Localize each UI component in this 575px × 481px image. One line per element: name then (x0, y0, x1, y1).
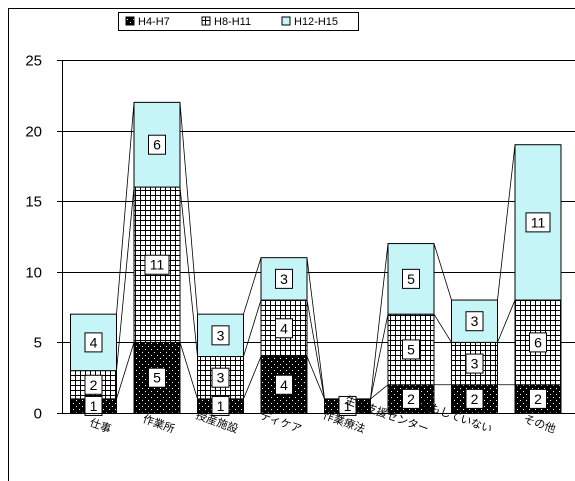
series-connector-line (116, 102, 135, 315)
value-label-box (84, 332, 103, 353)
series-connector-line (179, 187, 198, 357)
value-label: 4 (280, 377, 288, 393)
value-label-box (211, 395, 230, 416)
legend-label: H12-H15 (294, 16, 338, 28)
y-tick-label: 5 (34, 335, 42, 352)
value-label-box (529, 388, 547, 409)
series-connector-line (370, 384, 389, 400)
value-label-box (402, 339, 420, 360)
series-connector-line (306, 356, 325, 400)
value-label-box (144, 254, 170, 275)
chart-border (8, 8, 575, 481)
value-label: 6 (153, 137, 161, 153)
value-label-box (402, 268, 420, 289)
series-connector-line (370, 243, 389, 399)
value-label: 6 (534, 334, 542, 350)
legend: H4-H7 H8-H11 H12-H15 (118, 12, 359, 31)
value-label-box (148, 367, 166, 388)
value-label: 2 (534, 391, 542, 407)
value-label-box (275, 374, 293, 395)
legend-label: H4-H7 (138, 16, 170, 28)
value-label: 2 (407, 391, 415, 407)
value-label-box (529, 332, 547, 353)
series-connector-line (433, 243, 452, 301)
value-label: 4 (90, 334, 98, 350)
value-label: 3 (471, 313, 479, 329)
value-label: 2 (471, 391, 479, 407)
value-label: 2 (90, 377, 98, 393)
series-connector-line (179, 342, 198, 399)
y-tick-label: 10 (25, 265, 42, 282)
series-connector-line (243, 356, 262, 400)
x-category-label: 仕事 (88, 416, 113, 436)
value-label: 11 (531, 214, 546, 230)
series-connector-line (497, 299, 516, 343)
value-label-box (84, 374, 103, 395)
value-label-box (525, 212, 551, 233)
series-connector-line (370, 314, 389, 399)
value-label: 5 (407, 271, 415, 287)
bars (70, 101, 562, 414)
value-label-box (465, 353, 484, 374)
value-label: 5 (153, 370, 161, 386)
y-tick-label: 0 (34, 406, 42, 423)
value-label-box (402, 388, 420, 409)
series-connector-line (243, 299, 262, 357)
legend-swatch (125, 16, 135, 26)
series-connector-line (433, 313, 452, 343)
series-connector-line (116, 187, 135, 371)
value-label-box (338, 395, 357, 416)
value-label: 4 (280, 320, 288, 336)
value-label-box (84, 395, 103, 416)
value-label: 3 (471, 356, 479, 372)
value-label: 3 (217, 370, 225, 386)
bar-segment-h8-h11 (133, 186, 181, 343)
y-tick-label: 25 (25, 53, 42, 70)
value-label-box (275, 268, 293, 289)
series-connector-line (116, 342, 135, 399)
legend-label: H8-H11 (214, 16, 251, 28)
x-category-label: 作業所 (141, 412, 176, 436)
legend-box (118, 12, 359, 31)
series-connector-line (306, 299, 325, 399)
legend-swatch (201, 16, 211, 26)
series-connector-line (179, 102, 198, 315)
value-label-box (211, 367, 230, 388)
series-connector-line (306, 257, 325, 399)
value-label: 1 (344, 398, 352, 414)
series-connector-line (243, 257, 262, 315)
x-category-label: その他 (522, 412, 557, 436)
series-connector-line (497, 144, 516, 301)
value-label-box (275, 318, 293, 339)
y-tick-label: 15 (25, 194, 42, 211)
legend-swatch (281, 16, 291, 26)
value-label: 3 (217, 327, 225, 343)
value-label: 11 (150, 257, 165, 273)
value-label-box (465, 311, 484, 332)
value-label: 5 (407, 341, 415, 357)
value-labels: 1 2 4 5 11 6 1 3 3 4 4 3 1 2 5 5 2 3 3 2 6 11 (84, 134, 551, 416)
y-tick-label: 20 (25, 124, 42, 141)
value-label: 1 (90, 398, 98, 414)
value-label-box (148, 134, 166, 155)
series-connector-lines (116, 102, 516, 400)
value-label-box (465, 388, 484, 409)
value-label: 3 (280, 271, 288, 287)
value-label-box (211, 325, 230, 346)
value-label: 1 (217, 398, 225, 414)
